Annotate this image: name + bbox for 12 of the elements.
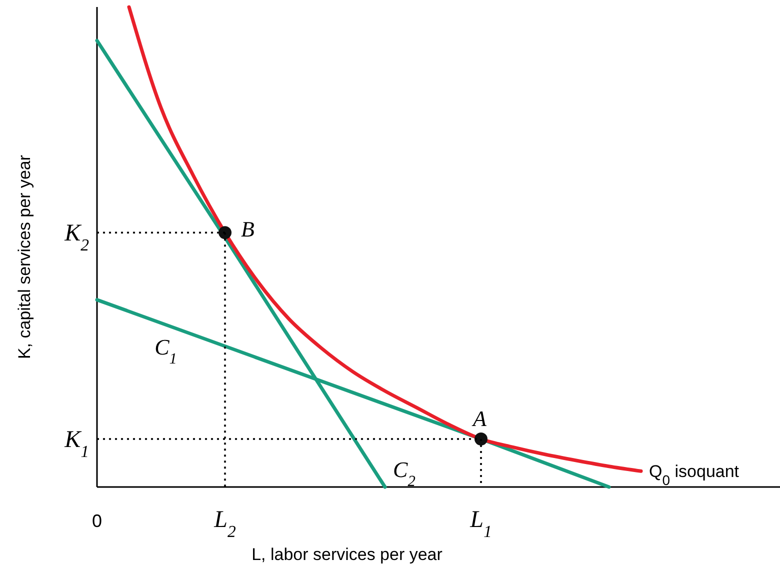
ref-line-label: K$_{1}$	[64, 427, 89, 460]
x-tick-label: 0	[92, 511, 102, 531]
x-tick-label: L$_{1}$	[469, 507, 492, 540]
series-label: Q$_{0}$ isoquant	[649, 462, 740, 488]
series-label: C$_{1}$	[154, 334, 177, 368]
x-tick-label: L$_{2}$	[213, 507, 236, 540]
series-label: B	[241, 216, 254, 242]
series-label: A	[471, 406, 487, 431]
y-axis-title: K, capital services per year	[15, 154, 34, 360]
series-label: C$_{2}$	[393, 457, 416, 490]
ref-line-label: K$_{2}$	[64, 220, 90, 254]
x-axis-title: L, labor services per year	[252, 545, 443, 564]
